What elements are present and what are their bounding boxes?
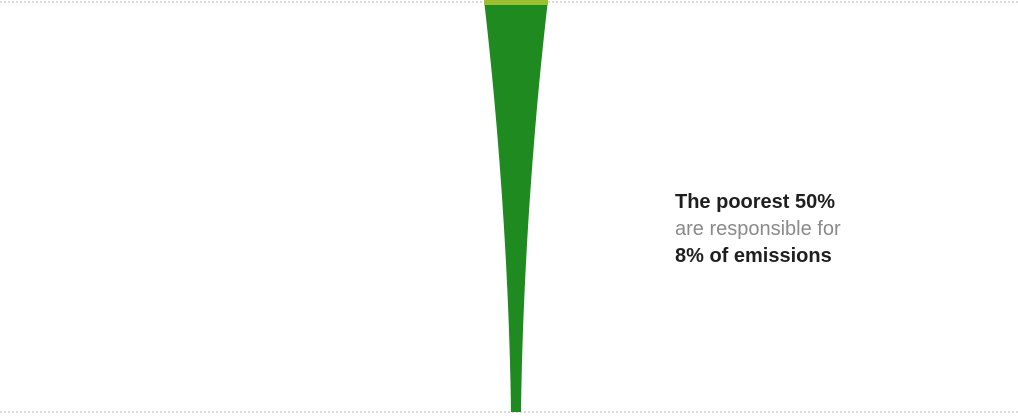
annotation-share-label: 8% of emissions	[675, 245, 832, 267]
emissions-wedge-cap	[484, 0, 548, 5]
annotation-connector: are responsible for	[675, 218, 841, 240]
chart-marks	[484, 0, 548, 412]
annotation: The poorest 50% are responsible for 8% o…	[675, 189, 995, 270]
emissions-wedge-poorest-50	[484, 0, 548, 412]
annotation-group-label: The poorest 50%	[675, 191, 836, 213]
